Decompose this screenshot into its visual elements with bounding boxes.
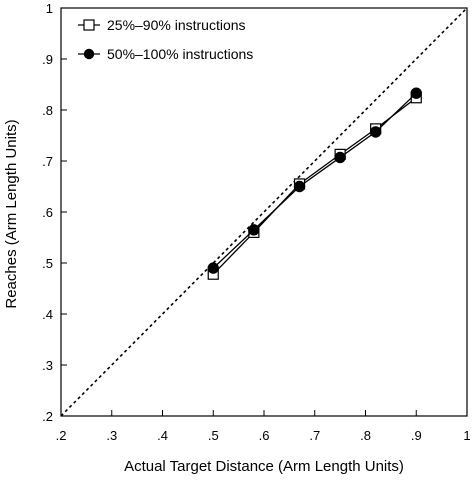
data-point-circle	[207, 262, 219, 274]
series-2	[207, 87, 422, 274]
x-tick-label: .7	[309, 428, 320, 443]
legend-label: 25%–90% instructions	[107, 17, 246, 33]
y-tick-label: .8	[42, 103, 53, 118]
x-axis: .2 .3 .4 .5 .6 .7 .8 .9 1	[56, 410, 471, 443]
identity-line	[60, 7, 468, 417]
legend-marker-square	[83, 19, 95, 31]
x-tick-label: .2	[56, 428, 67, 443]
identity-reference-line	[60, 7, 468, 417]
series-1	[207, 92, 422, 280]
y-tick-label: .7	[42, 154, 53, 169]
y-tick-label: .9	[42, 52, 53, 67]
legend-label: 50%–100% instructions	[107, 46, 253, 62]
x-tick-label: .5	[208, 428, 219, 443]
x-tick-label: 1	[463, 428, 470, 443]
y-tick-label: 1	[46, 1, 53, 16]
legend-marker-circle	[83, 48, 95, 60]
series-line	[212, 92, 417, 269]
legend-item-1: 25%–90% instructions	[78, 17, 246, 33]
data-point-circle	[248, 224, 260, 236]
data-point-circle	[293, 180, 306, 193]
y-axis: .2 .3 .4 .5 .6 .7 .8 .9 1	[42, 1, 67, 424]
data-point-circle	[369, 126, 382, 138]
x-tick-label: .4	[157, 428, 168, 443]
y-tick-label: .2	[42, 409, 53, 424]
y-tick-label: .6	[42, 205, 53, 220]
data-point-circle	[410, 87, 422, 99]
x-tick-label: .3	[106, 428, 117, 443]
y-tick-label: .3	[42, 358, 53, 373]
y-tick-label: .5	[42, 256, 53, 271]
x-tick-label: .8	[360, 428, 371, 443]
legend-item-2: 50%–100% instructions	[78, 46, 253, 62]
x-axis-title: Actual Target Distance (Arm Length Units…	[124, 458, 404, 475]
legend: 25%–90% instructions 50%–100% instruction…	[78, 17, 253, 62]
x-tick-label: .9	[411, 428, 422, 443]
y-axis-title: Reaches (Arm Length Units)	[3, 119, 20, 308]
series-layer	[207, 87, 422, 280]
series-line	[212, 97, 417, 275]
y-tick-label: .4	[42, 307, 53, 322]
data-point-circle	[334, 151, 346, 164]
x-tick-label: .6	[259, 428, 270, 443]
